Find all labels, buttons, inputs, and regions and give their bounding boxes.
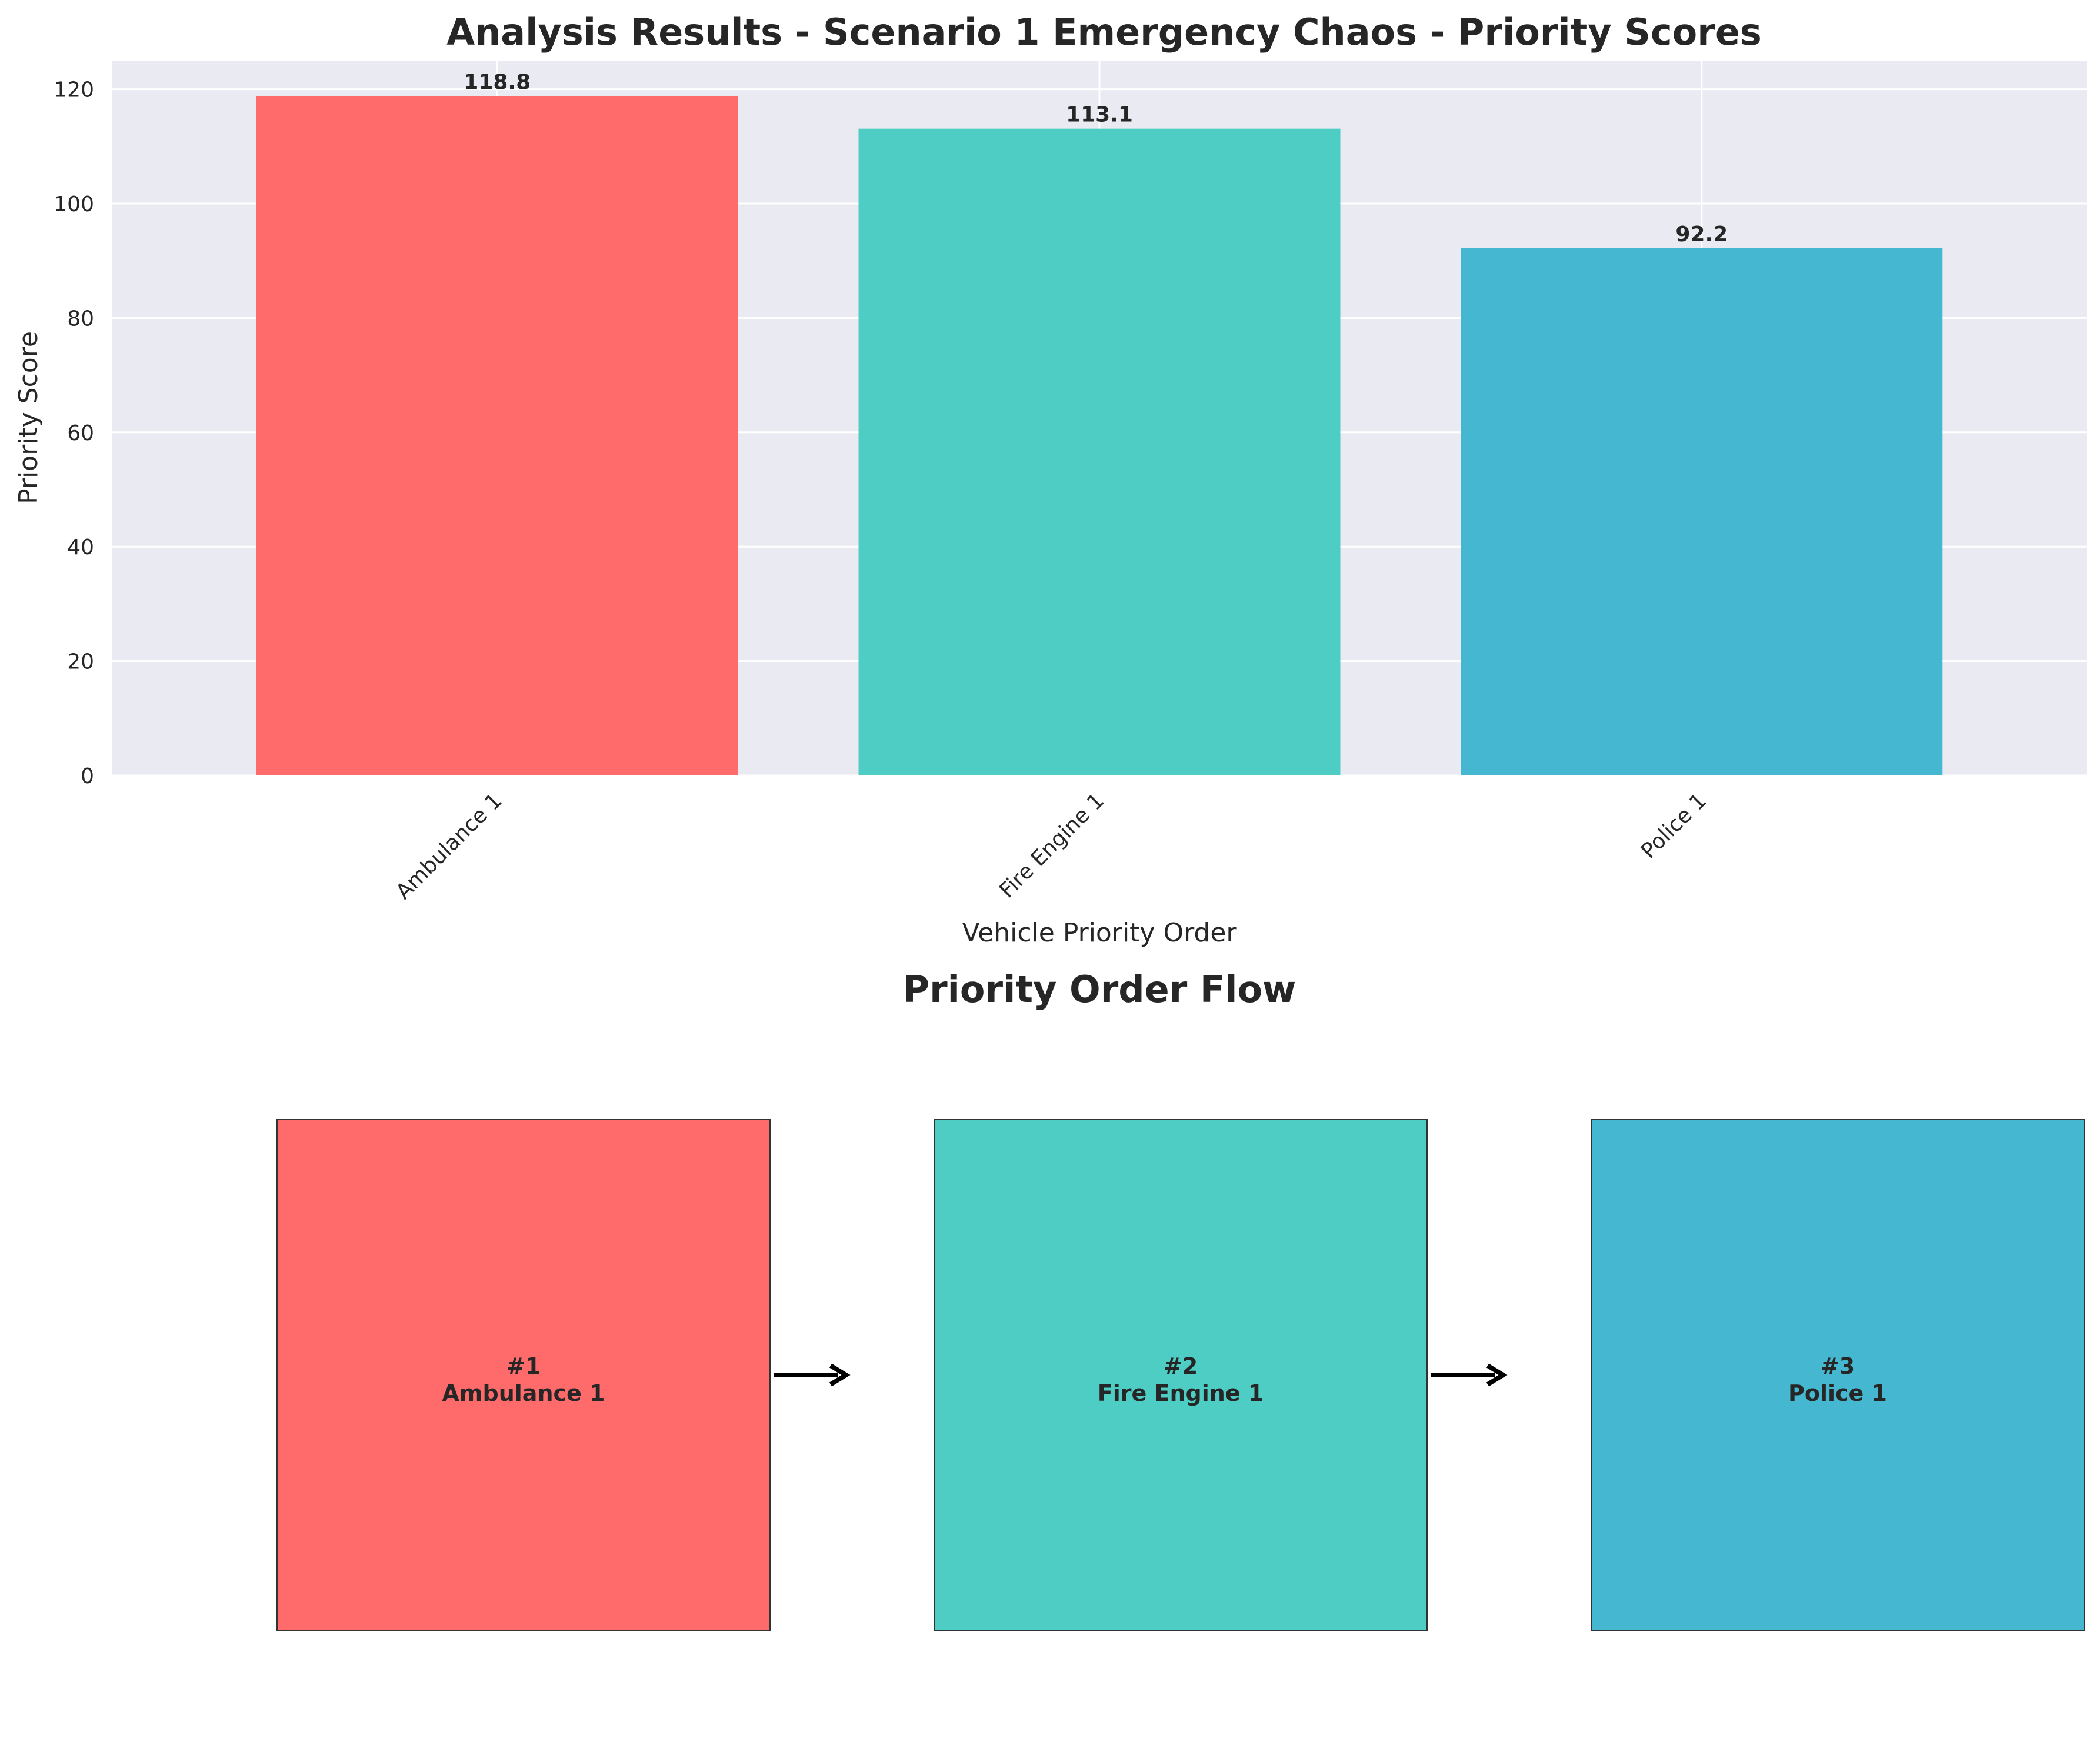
x-tick-label: Ambulance 1 xyxy=(391,788,506,904)
x-axis-ticks: Ambulance 1 Fire Engine 1 Police 1 xyxy=(391,788,1711,904)
x-axis-label: Vehicle Priority Order xyxy=(962,918,1238,948)
flow-node-rank: #1 xyxy=(506,1353,541,1379)
y-tick-label: 0 xyxy=(81,764,94,788)
flow-node-box xyxy=(1591,1119,2085,1631)
flow-arrow xyxy=(774,1363,851,1387)
flow-node-name: Fire Engine 1 xyxy=(1098,1380,1264,1406)
bar-fire-engine-1 xyxy=(858,128,1341,776)
x-tick-label: Fire Engine 1 xyxy=(995,788,1109,903)
y-tick-label: 40 xyxy=(67,535,94,560)
y-tick-label: 120 xyxy=(54,78,94,102)
y-axis-label: Priority Score xyxy=(14,331,44,504)
x-tick-label: Police 1 xyxy=(1636,788,1711,863)
flow-node-box xyxy=(934,1119,1428,1631)
bar-ambulance-1 xyxy=(256,96,738,775)
flow-node-rank: #3 xyxy=(1821,1353,1855,1379)
y-tick-label: 80 xyxy=(67,307,94,331)
bar-value-label: 113.1 xyxy=(1066,103,1133,127)
bar-value-label: 92.2 xyxy=(1675,222,1728,247)
flow-node-name: Police 1 xyxy=(1788,1380,1887,1406)
flow-node-rank: #2 xyxy=(1164,1353,1198,1379)
flow-arrow-head xyxy=(829,1363,851,1387)
bar-value-labels: 118.8 113.1 92.2 xyxy=(464,70,1728,247)
y-tick-label: 60 xyxy=(67,421,94,445)
flow-arrow-head xyxy=(1486,1363,1508,1387)
flow-title: Priority Order Flow xyxy=(903,968,1296,1011)
flow-node-box xyxy=(276,1119,771,1631)
bar-police-1 xyxy=(1461,248,1943,775)
flow-node-name: Ambulance 1 xyxy=(442,1380,605,1406)
y-axis-ticks: 0 20 40 60 80 100 120 xyxy=(54,78,94,788)
bars xyxy=(256,96,1943,776)
y-tick-label: 20 xyxy=(67,650,94,674)
chart-title: Analysis Results - Scenario 1 Emergency … xyxy=(446,11,1762,54)
bar-value-label: 118.8 xyxy=(464,70,531,94)
y-tick-label: 100 xyxy=(54,192,94,217)
flow-arrow xyxy=(1431,1363,1508,1387)
